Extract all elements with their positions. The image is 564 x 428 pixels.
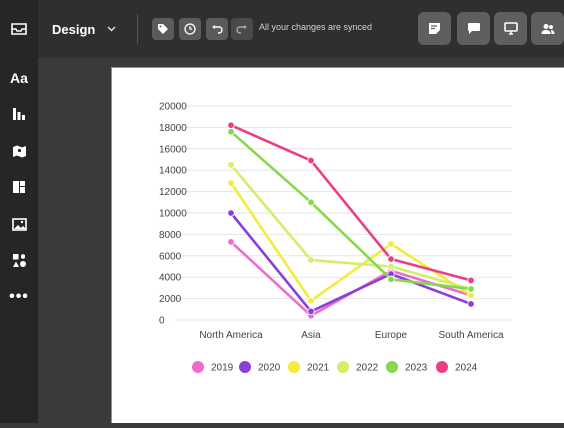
legend-label: 2024 (455, 363, 478, 374)
legend-swatch (436, 361, 448, 373)
comment-icon (467, 23, 480, 34)
users-icon (541, 23, 554, 34)
legend-label: 2022 (356, 363, 379, 374)
monitor-icon (503, 22, 518, 35)
data-point-2024 (307, 156, 315, 165)
data-point-2023 (467, 285, 475, 293)
share-button[interactable] (531, 12, 564, 45)
series-line-2024 (230, 124, 472, 282)
legend-swatch (386, 361, 398, 373)
image-icon (11, 217, 27, 231)
legend-item-2020: 2020 (239, 361, 281, 374)
design-menu[interactable]: Design (52, 18, 116, 40)
legend-label: 2023 (405, 363, 428, 374)
legend-item-2021: 2021 (288, 361, 330, 374)
data-point-2022 (307, 256, 315, 264)
data-point-2021 (307, 297, 315, 305)
y-tick-label: 8000 (159, 230, 182, 241)
x-tick-label: Europe (375, 330, 408, 341)
y-tick-label: 6000 (159, 251, 182, 262)
present-button[interactable] (494, 12, 527, 45)
data-point-2023 (307, 198, 315, 206)
data-point-2019 (227, 238, 235, 246)
data-point-2021 (387, 240, 395, 248)
sidebar-item-text[interactable]: Aa (0, 63, 38, 93)
design-canvas[interactable]: 20000 18000 16000 14000 12000 10000 8000 6000 40… (111, 67, 564, 423)
inbox-icon (11, 23, 27, 35)
workspace-margin (38, 58, 111, 423)
sidebar: Aa •• (0, 58, 38, 423)
data-point-2021 (227, 179, 235, 187)
data-point-2024 (467, 276, 475, 285)
tag-icon (158, 24, 168, 34)
data-point-2023 (387, 275, 395, 284)
chart-icon (13, 108, 25, 120)
legend-item-2024: 2024 (436, 361, 478, 374)
tag-button[interactable] (152, 18, 174, 40)
legend-swatch (192, 361, 204, 373)
comments-button[interactable] (457, 12, 490, 45)
legend-swatch (288, 361, 300, 373)
data-point-2020 (467, 300, 475, 308)
sidebar-item-shapes[interactable] (0, 245, 38, 275)
history-button[interactable] (179, 18, 201, 40)
text-icon: Aa (10, 70, 28, 86)
x-tick-label: Asia (301, 330, 321, 341)
undo-button[interactable] (206, 18, 228, 40)
sidebar-item-more[interactable]: ••• (0, 282, 38, 312)
clock-icon (184, 23, 196, 35)
x-tick-label: North America (199, 330, 263, 341)
data-point-2023 (227, 127, 235, 136)
chevron-down-icon (107, 24, 116, 35)
redo-icon (236, 25, 247, 34)
legend-item-2019: 2019 (192, 361, 234, 374)
series-line-2020 (229, 212, 472, 313)
data-point-2020 (227, 209, 235, 217)
home-tile[interactable] (0, 0, 38, 58)
top-bar: Design All your changes are synced (0, 0, 564, 58)
line-chart: 2000018000160001400012000100008000600040… (159, 102, 512, 374)
map-icon (12, 145, 26, 157)
legend-label: 2020 (258, 363, 281, 374)
notes-button[interactable] (418, 12, 451, 45)
legend-item-2022: 2022 (337, 361, 379, 374)
redo-button[interactable] (231, 18, 253, 40)
data-point-2020 (307, 307, 315, 316)
legend-label: 2021 (307, 363, 330, 374)
data-point-2024 (387, 255, 395, 263)
shapes-icon (12, 253, 26, 267)
data-point-2022 (227, 161, 235, 169)
sidebar-item-layouts[interactable] (0, 172, 38, 202)
y-tick-label: 12000 (159, 187, 187, 198)
more-icon: ••• (9, 288, 29, 305)
sidebar-item-images[interactable] (0, 209, 38, 239)
y-tick-label: 10000 (159, 209, 187, 220)
x-tick-label: South America (438, 330, 503, 341)
toolbar-divider (137, 14, 138, 44)
sync-status: All your changes are synced (259, 22, 373, 32)
y-tick-label: 0 (159, 316, 165, 327)
data-point-2024 (227, 121, 235, 129)
note-icon (429, 23, 440, 34)
undo-icon (212, 25, 223, 34)
y-tick-label: 4000 (159, 273, 182, 284)
series-line-2023 (230, 130, 472, 291)
y-tick-label: 14000 (159, 166, 187, 177)
y-tick-label: 20000 (159, 102, 187, 113)
legend-label: 2019 (211, 363, 234, 374)
data-point-2022 (387, 262, 395, 271)
sidebar-item-maps[interactable] (0, 136, 38, 166)
y-tick-label: 18000 (159, 123, 187, 134)
data-point-2021 (467, 291, 475, 300)
legend-swatch (337, 361, 349, 373)
design-label: Design (52, 21, 96, 37)
y-tick-label: 2000 (159, 294, 182, 305)
series-line-2022 (230, 164, 472, 291)
legend-item-2023: 2023 (386, 361, 428, 374)
layout-icon (13, 181, 25, 193)
legend-swatch (239, 361, 251, 373)
y-tick-label: 16000 (159, 144, 187, 155)
sidebar-item-charts[interactable] (0, 99, 38, 129)
